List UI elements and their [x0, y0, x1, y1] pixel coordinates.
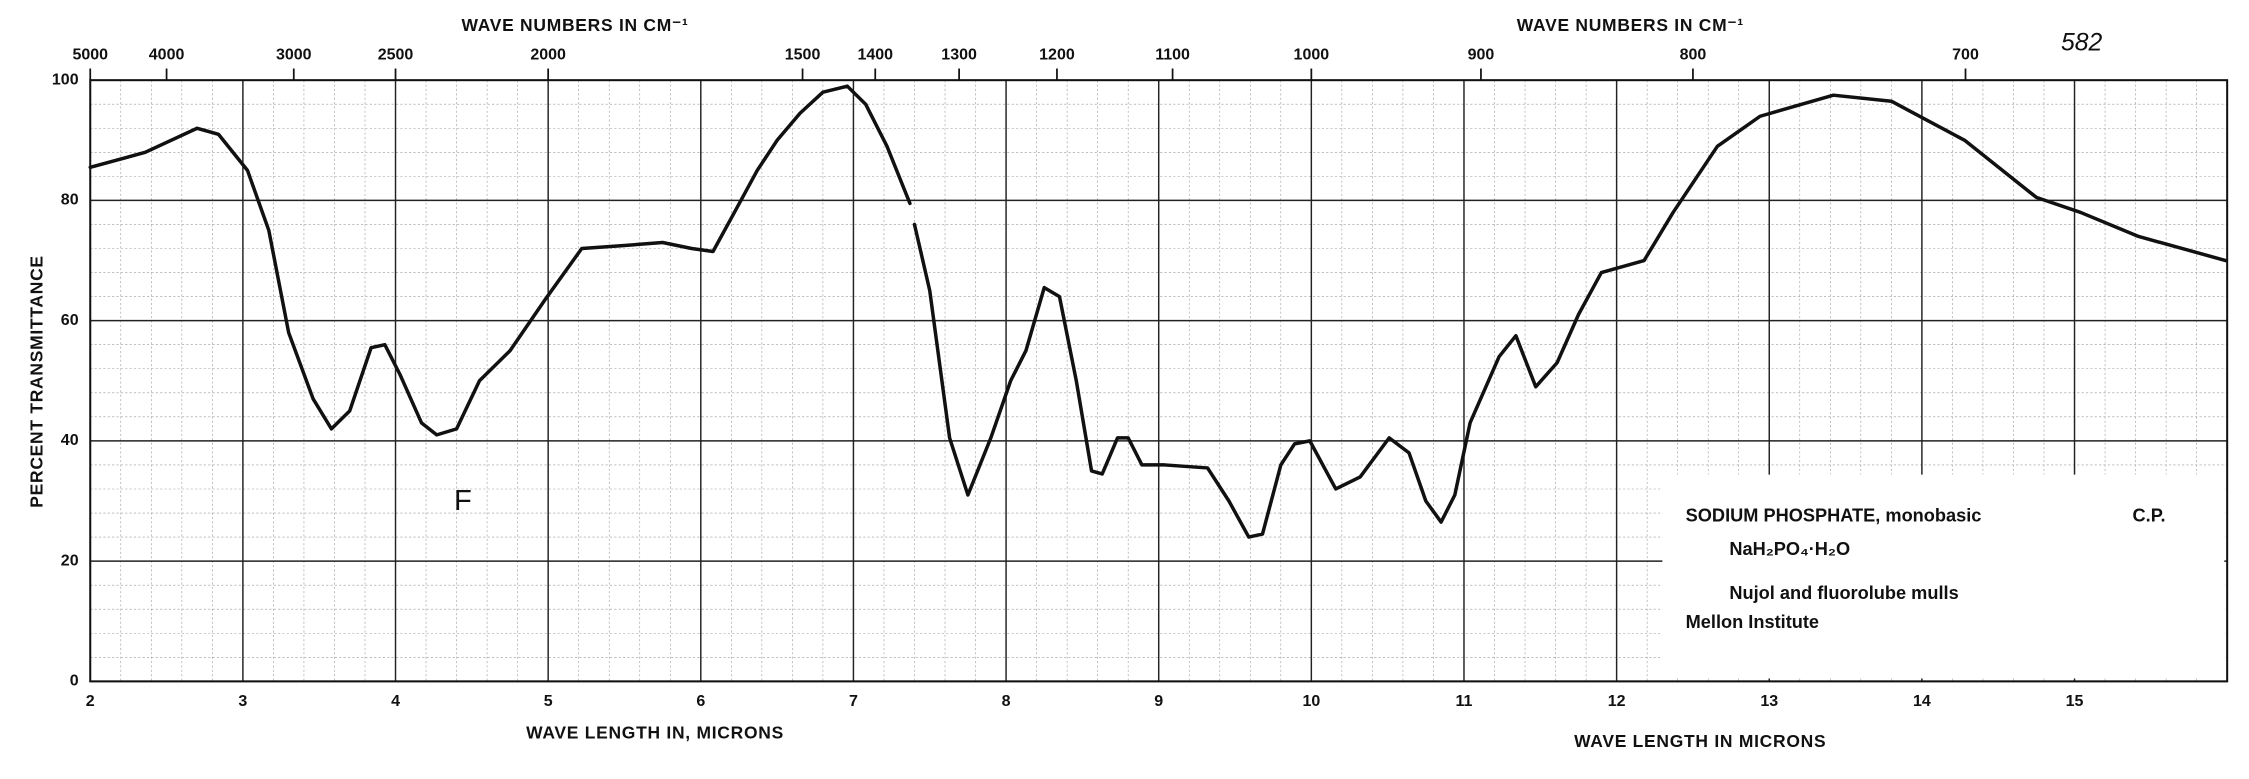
y-axis-label: PERCENT TRANSMITTANCE — [26, 255, 46, 508]
top-axis-label: WAVE NUMBERS IN CM⁻¹ — [461, 15, 688, 35]
x-axis-label: WAVE LENGTH IN MICRONS — [1574, 731, 1826, 751]
x-tick-label: 10 — [1302, 693, 1320, 710]
y-tick-label: 100 — [52, 71, 79, 88]
y-tick-label: 40 — [61, 432, 79, 449]
x-tick-label: 13 — [1760, 693, 1778, 710]
legend-grade: C.P. — [2133, 506, 2166, 526]
y-tick-label: 60 — [61, 312, 79, 329]
top-tick-label: 1000 — [1294, 47, 1330, 64]
x-tick-label: 7 — [849, 693, 858, 710]
y-tick-label: 20 — [61, 552, 79, 569]
marks — [88, 84, 2228, 539]
top-tick-label: 3000 — [276, 47, 312, 64]
legend-background — [1662, 474, 2225, 679]
x-tick-label: 4 — [391, 693, 400, 710]
top-tick-label: 5000 — [72, 47, 108, 64]
x-tick-label: 14 — [1913, 693, 1931, 710]
y-tick-label: 80 — [61, 192, 79, 209]
top-tick-label: 1400 — [857, 47, 893, 64]
page-number: 582 — [2061, 29, 2103, 56]
top-tick-label: 2500 — [378, 47, 414, 64]
top-tick-label: 1300 — [941, 47, 977, 64]
top-tick-label: 4000 — [149, 47, 185, 64]
x-tick-label: 2 — [86, 693, 95, 710]
x-tick-label: 15 — [2066, 693, 2084, 710]
top-tick-label: 800 — [1680, 47, 1707, 64]
top-tick-label: 1200 — [1039, 47, 1075, 64]
legend-compound: SODIUM PHOSPHATE, monobasic — [1686, 506, 1982, 526]
x-axis-label: WAVE LENGTH IN, MICRONS — [526, 722, 784, 742]
plot-frame — [89, 79, 2229, 683]
x-tick-label: 6 — [696, 693, 705, 710]
x-tick-label: 5 — [544, 693, 553, 710]
legend-method: Nujol and fluorolube mulls — [1729, 583, 1958, 603]
y-tick-label: 0 — [70, 673, 79, 690]
legend-formula: NaH₂PO₄·H₂O — [1729, 539, 1850, 559]
x-tick-label: 9 — [1154, 693, 1163, 710]
x-tick-label: 8 — [1002, 693, 1011, 710]
x-tick-label: 12 — [1608, 693, 1626, 710]
legend-box: SODIUM PHOSPHATE, monobasic C.P. NaH₂PO₄… — [1662, 474, 2225, 679]
top-axis-label: WAVE NUMBERS IN CM⁻¹ — [1517, 15, 1744, 35]
top-tick-label: 1100 — [1155, 47, 1190, 64]
x-tick-label: 11 — [1456, 693, 1473, 710]
legend-source: Mellon Institute — [1686, 612, 1819, 632]
top-tick-label: 2000 — [530, 47, 566, 64]
annotation: F — [454, 485, 472, 517]
x-tick-label: 3 — [238, 693, 247, 710]
top-tick-label: 700 — [1952, 47, 1979, 64]
top-tick-label: 900 — [1468, 47, 1495, 64]
spectrum-line — [88, 84, 2228, 539]
top-tick-label: 1500 — [785, 47, 821, 64]
